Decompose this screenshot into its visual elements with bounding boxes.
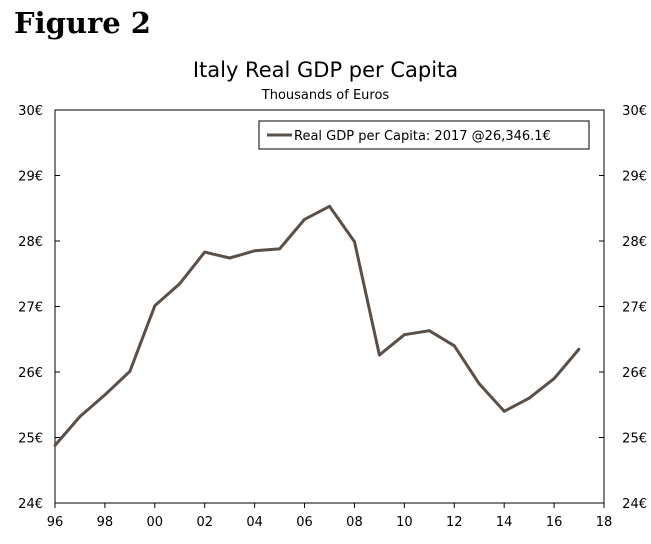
x-tick-label: 98 <box>97 515 114 530</box>
y-right-tick-label: 24€ <box>622 497 647 512</box>
x-tick-label: 16 <box>546 515 563 530</box>
y-right-tick-label: 29€ <box>622 170 647 185</box>
y-right-tick-label: 26€ <box>622 366 647 381</box>
y-axis-left: 24€ 25€ 26€ 27€ 28€ 29€ 30€ <box>18 104 60 512</box>
data-point <box>78 415 82 418</box>
x-axis: 96 98 00 02 04 06 08 10 12 14 16 18 <box>47 503 613 530</box>
data-point <box>353 240 356 244</box>
data-point <box>303 218 306 221</box>
data-point <box>278 247 281 251</box>
x-tick-label: 96 <box>47 515 64 530</box>
y-left-tick-label: 27€ <box>18 301 43 316</box>
y-right-tick-label: 28€ <box>622 235 647 250</box>
x-tick-label: 08 <box>346 515 363 530</box>
data-point <box>527 396 531 400</box>
y-axis-right: 24€ 25€ 26€ 27€ 28€ 29€ 30€ <box>599 104 647 512</box>
data-point <box>103 393 107 397</box>
data-point <box>228 256 232 260</box>
data-point <box>452 344 456 348</box>
data-point <box>502 409 506 413</box>
chart-subtitle: Thousands of Euros <box>261 88 390 103</box>
y-left-tick-label: 29€ <box>18 170 43 185</box>
data-point <box>153 304 157 308</box>
x-tick-label: 06 <box>296 515 313 530</box>
legend-label: Real GDP per Capita: 2017 @26,346.1€ <box>294 129 551 144</box>
y-left-tick-label: 25€ <box>18 432 43 447</box>
x-tick-label: 14 <box>496 515 513 530</box>
x-tick-label: 12 <box>446 515 463 530</box>
data-point <box>128 369 132 373</box>
data-point <box>178 282 182 285</box>
y-right-tick-label: 30€ <box>622 104 647 119</box>
x-tick-label: 10 <box>396 515 413 530</box>
legend: Real GDP per Capita: 2017 @26,346.1€ <box>258 120 590 150</box>
x-tick-label: 18 <box>596 515 613 530</box>
y-left-tick-label: 30€ <box>18 104 43 119</box>
legend-box <box>258 120 590 150</box>
data-point <box>253 249 256 253</box>
data-point <box>403 333 406 337</box>
x-tick-label: 04 <box>246 515 263 530</box>
data-point <box>203 250 207 254</box>
series-layer <box>53 204 581 447</box>
x-tick-label: 02 <box>196 515 213 530</box>
data-point <box>552 377 556 380</box>
y-left-tick-label: 26€ <box>18 366 43 381</box>
y-right-tick-label: 27€ <box>622 301 647 316</box>
y-left-tick-label: 28€ <box>18 235 43 250</box>
figure-label: Figure 2 <box>14 6 151 40</box>
series-line <box>53 204 581 447</box>
y-right-tick-label: 25€ <box>622 432 647 447</box>
data-point <box>577 347 581 351</box>
data-point <box>427 329 431 333</box>
data-point <box>53 444 57 447</box>
data-point <box>328 204 331 208</box>
y-left-tick-label: 24€ <box>18 497 43 512</box>
chart-title: Italy Real GDP per Capita <box>192 58 459 82</box>
plot-frame <box>54 109 605 504</box>
x-tick-label: 00 <box>147 515 164 530</box>
data-point <box>378 353 381 357</box>
data-point <box>477 382 481 386</box>
